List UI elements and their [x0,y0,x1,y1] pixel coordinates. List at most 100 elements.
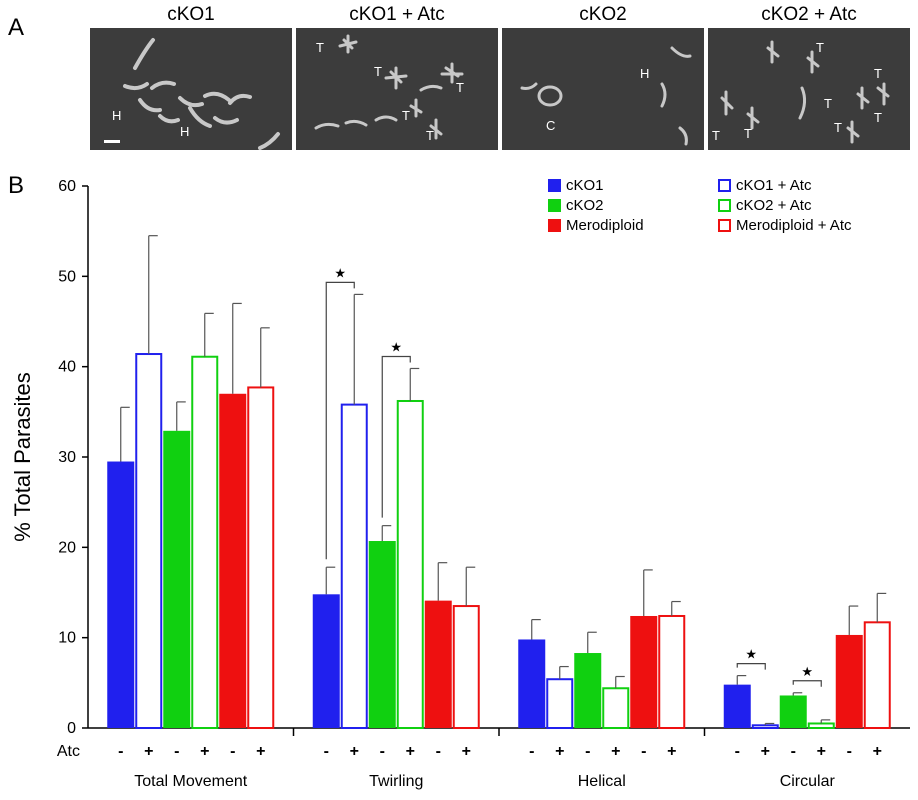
panel-b-letter: B [8,172,25,199]
category-label: Twirling [369,773,423,790]
bar [546,678,574,729]
bar [602,687,630,730]
bar [452,605,480,729]
atc-sign: - [641,743,646,760]
y-tick-label: 60 [58,178,76,195]
atc-sign: - [324,743,329,760]
significance-star: ★ [801,664,813,679]
category-label: Total Movement [134,773,247,790]
atc-sign: - [230,743,235,760]
significance-bracket [325,281,355,560]
category-label: Helical [578,773,626,790]
atc-sign: + [761,743,770,760]
panel-a-letter: A [8,14,25,41]
atc-sign: + [462,743,471,760]
significance-bracket [792,680,822,687]
atc-sign: - [436,743,441,760]
bar [396,399,424,729]
svg-text:T: T [874,66,882,81]
significance-star: ★ [745,647,757,662]
bar [630,615,658,728]
bar [751,724,779,729]
micrograph-ckO2-atc: T T T T T T T [708,28,910,150]
legend-label: cKO2 [566,197,604,214]
svg-text:H: H [640,66,649,81]
svg-text:T: T [402,108,410,123]
legend-label: cKO1 [566,177,604,194]
atc-sign: - [174,743,179,760]
bar [658,614,686,729]
svg-text:T: T [316,40,324,55]
atc-sign: + [406,743,415,760]
bar [723,684,751,728]
legend-label: Merodiploid + Atc [736,217,852,234]
y-tick-label: 50 [58,268,76,285]
micrograph-ckO1-atc: T T T T T [296,28,498,150]
legend-swatch [548,199,561,212]
svg-text:T: T [712,128,720,143]
parasite-shapes [520,46,692,146]
image-labels: H H [112,108,189,139]
micro-title-3: cKO2 [579,4,627,25]
bar [574,653,602,728]
svg-text:T: T [874,110,882,125]
image-labels: C H [546,66,649,133]
image-labels: T T T T T [316,40,464,143]
significance-bracket [381,355,411,518]
legend-swatch [718,179,731,192]
micrograph-ckO2: C H [502,28,704,150]
bar [191,355,219,729]
atc-sign: + [611,743,620,760]
atc-sign: - [380,743,385,760]
bar [424,600,452,728]
svg-text:T: T [456,80,464,95]
bar [779,695,807,728]
atc-sign: - [735,743,740,760]
bar [219,393,247,728]
bar [312,594,340,728]
svg-text:C: C [546,118,555,133]
svg-text:H: H [180,124,189,139]
category-label: Circular [780,773,836,790]
legend-swatch [548,219,561,232]
y-tick-label: 30 [58,449,76,466]
micrograph-ckO1: H H [90,28,292,150]
parasite-shapes [123,38,280,150]
legend-label: Merodiploid [566,217,644,234]
y-tick-label: 0 [67,720,76,737]
parasite-shapes [314,34,464,140]
atc-sign: - [529,743,534,760]
atc-sign: + [350,743,359,760]
atc-sign: - [847,743,852,760]
atc-sign: + [667,743,676,760]
bar [835,634,863,728]
y-axis-label: % Total Parasites [10,372,35,542]
y-tick-label: 40 [58,359,76,376]
atc-sign: - [585,743,590,760]
legend-swatch [548,179,561,192]
svg-text:T: T [834,120,842,135]
significance-star: ★ [334,265,346,280]
atc-sign: + [256,743,265,760]
bar [863,621,891,729]
legend-label: cKO1 + Atc [736,177,812,194]
image-labels: T T T T T T T [712,40,882,143]
svg-text:T: T [426,128,434,143]
bar [163,430,191,728]
atc-sign: + [555,743,564,760]
bar [107,461,135,728]
legend-label: cKO2 + Atc [736,197,812,214]
micro-title-1: cKO1 [167,4,215,25]
atc-sign: + [873,743,882,760]
atc-sign: - [791,743,796,760]
bar [807,722,835,730]
legend-swatch [718,199,731,212]
atc-sign: + [144,743,153,760]
bar [368,541,396,728]
svg-text:T: T [824,96,832,111]
svg-text:T: T [374,64,382,79]
micro-title-4: cKO2 + Atc [761,4,857,25]
bar-chart: 0 10 20 30 40 50 60 % Total Parasites - + - + - + Tota… [10,177,910,790]
y-tick-label: 10 [58,630,76,647]
bar [135,353,163,730]
